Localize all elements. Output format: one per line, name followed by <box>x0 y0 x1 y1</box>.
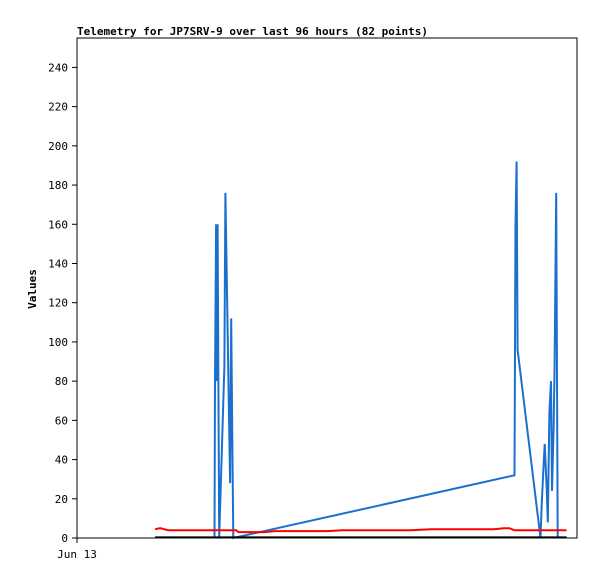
y-tick-label: 100 <box>48 336 68 349</box>
series-layer <box>154 161 567 540</box>
x-tick-label: Jun 13 <box>57 548 97 561</box>
y-tick-label: 240 <box>48 61 68 74</box>
y-tick-label: 140 <box>48 257 68 270</box>
y-tick-label: 60 <box>55 414 68 427</box>
y-tick-label: 160 <box>48 218 68 231</box>
plot-frame <box>76 37 578 539</box>
y-tick-label: 20 <box>55 493 68 506</box>
y-tick-label: 40 <box>55 454 68 467</box>
y-tick-label: 120 <box>48 297 68 310</box>
y-tick-label: 0 <box>61 532 68 545</box>
chart-title: Telemetry for JP7SRV-9 over last 96 hour… <box>77 25 428 38</box>
y-tick-label: 200 <box>48 140 68 153</box>
y-axis-title: Values <box>26 269 39 309</box>
x-axis: Jun 13 <box>57 538 97 561</box>
y-tick-label: 220 <box>48 101 68 114</box>
series-line-1 <box>213 161 559 540</box>
y-tick-label: 80 <box>55 375 68 388</box>
y-axis: 0 20 40 60 80 100 120 140 160 180 200 220 240 <box>48 61 77 545</box>
series-line-2 <box>154 527 567 534</box>
y-tick-label: 180 <box>48 179 68 192</box>
